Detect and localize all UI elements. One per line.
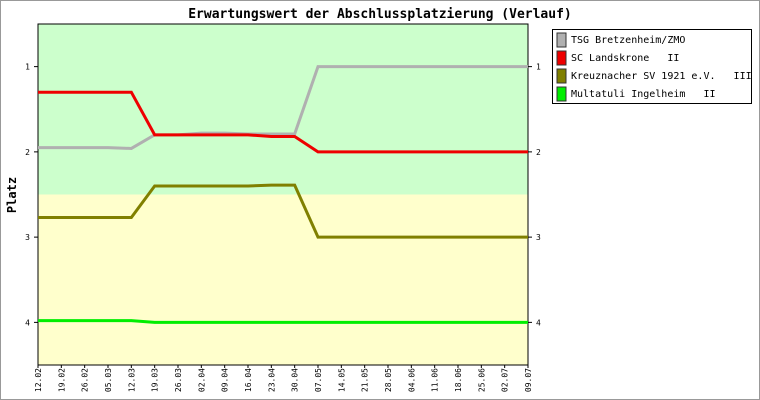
y-tick-label: 1 — [25, 63, 30, 72]
zone — [38, 194, 528, 365]
legend-swatch — [556, 32, 567, 48]
x-tick-label: 21.05 — [361, 368, 370, 392]
y-tick-label-right: 2 — [536, 148, 541, 157]
legend-box — [552, 29, 752, 104]
series-line — [38, 319, 528, 324]
legend-label: Kreuznacher SV 1921 e.V. III — [571, 71, 752, 82]
y-tick-label: 3 — [25, 233, 30, 242]
x-tick-label: 14.05 — [337, 368, 346, 392]
x-tick-label: 09.04 — [221, 368, 230, 392]
legend-swatch — [556, 86, 567, 102]
x-tick-label: 26.03 — [174, 368, 183, 392]
x-tick-label: 09.07 — [524, 368, 533, 392]
y-tick-label-right: 3 — [536, 233, 541, 242]
x-tick-label: 12.03 — [127, 368, 136, 392]
legend-label: Multatuli Ingelheim II — [571, 89, 716, 100]
x-tick-label: 04.06 — [407, 368, 416, 392]
y-tick-label: 2 — [25, 148, 30, 157]
x-tick-label: 02.07 — [501, 368, 510, 392]
y-tick-label-right: 4 — [536, 318, 541, 327]
y-axis-label: Platz — [5, 177, 19, 213]
series-line — [38, 90, 528, 154]
y-tick-label: 4 — [25, 318, 30, 327]
legend-swatch — [556, 50, 567, 66]
legend-label: TSG Bretzenheim/ZMO — [571, 35, 685, 46]
x-tick-label: 02.04 — [197, 368, 206, 392]
series-line — [38, 183, 528, 239]
x-tick-label: 19.03 — [151, 368, 160, 392]
x-tick-label: 23.04 — [267, 368, 276, 392]
x-tick-label: 28.05 — [384, 368, 393, 392]
legend-label: SC Landskrone II — [571, 53, 679, 64]
chart-title: Erwartungswert der Abschlussplatzierung … — [188, 7, 572, 22]
x-tick-label: 25.06 — [477, 368, 486, 392]
x-tick-label: 26.02 — [81, 368, 90, 392]
y-tick-label-right: 1 — [536, 63, 541, 72]
x-tick-label: 18.06 — [454, 368, 463, 392]
zone — [38, 24, 528, 195]
x-tick-label: 16.04 — [244, 368, 253, 392]
x-tick-label: 30.04 — [291, 368, 300, 392]
x-tick-label: 19.02 — [57, 368, 66, 392]
series-line — [38, 65, 528, 150]
x-tick-label: 11.06 — [431, 368, 440, 392]
x-tick-label: 07.05 — [314, 368, 323, 392]
legend-swatch — [556, 68, 567, 84]
x-tick-label: 05.03 — [104, 368, 113, 392]
plot-frame — [37, 23, 529, 366]
x-tick-label: 12.02 — [34, 368, 43, 392]
